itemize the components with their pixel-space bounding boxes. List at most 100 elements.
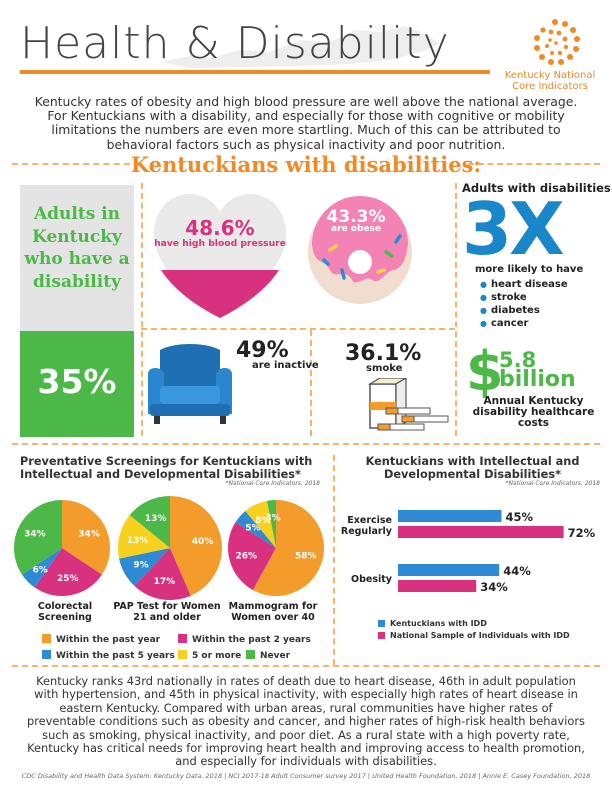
kentucky-map-watermark	[160, 26, 440, 68]
blood-pressure-label: have high blood pressure	[154, 238, 286, 249]
legend-item: Within the past 2 years	[178, 634, 311, 645]
title-underline	[20, 70, 490, 74]
pie-slice-label: 8%	[255, 516, 270, 526]
adults-disabilities-label: Adults with disabilities	[462, 181, 611, 195]
more-likely-label: more likely to have	[475, 264, 584, 275]
section-heading: Kentuckians with disabilities:	[130, 152, 482, 177]
screenings-title: Preventative Screenings for Kentuckians …	[20, 455, 313, 481]
logo-text: Kentucky National Core Indicators	[504, 70, 596, 92]
pie-slice-label: 9%	[133, 560, 148, 570]
screenings-source: *National Core Indicators, 2018	[225, 480, 320, 487]
bar-value-label: 34%	[480, 580, 508, 594]
disability-box	[20, 185, 134, 331]
pie-slice-label: 40%	[192, 537, 214, 547]
disability-pct: 35%	[37, 362, 117, 401]
inactive-pct: 49%	[236, 338, 289, 363]
donut-icon	[308, 196, 412, 304]
pie-slice	[22, 548, 62, 588]
legend-label: Within the past 5 years	[56, 651, 175, 661]
legend-swatch	[378, 620, 385, 627]
pie-slice	[228, 522, 276, 591]
bar	[398, 564, 500, 576]
nci-logo-icon	[534, 19, 580, 65]
pie-slice-label: 5%	[245, 524, 260, 534]
legend-swatch	[178, 634, 187, 643]
list-item: heart disease	[480, 278, 568, 291]
dollar-sign: $	[466, 340, 504, 403]
legend-swatch	[378, 632, 385, 639]
pie-slice	[13, 500, 62, 575]
pie-slice-label: 26%	[235, 552, 257, 562]
footer-sources: CDC Disability and Health Data System: K…	[21, 772, 591, 780]
divider	[310, 330, 312, 436]
disability-box-label: Adults in Kentucky who have a disability	[24, 204, 130, 292]
obesity-label: are obese	[331, 224, 381, 234]
pie-slice	[134, 548, 191, 600]
screenings-pie-charts: 34% 25% 6% 34% 40% 17% 9% 13% 13% 58% 26% 5%8%3%	[13, 496, 324, 600]
pie-slice-label: 25%	[57, 574, 79, 584]
divider	[141, 183, 143, 436]
legend-item: Within the past year	[42, 634, 160, 645]
legend-item: 5 or more	[178, 650, 241, 661]
legend-label: 5 or more	[192, 651, 242, 661]
bar-value-label: 44%	[503, 564, 531, 578]
pie-caption: PAP Test for Women 21 and older	[113, 601, 221, 623]
legend-item: National Sample of Individuals with IDD	[378, 631, 570, 641]
intro-paragraph: Kentucky rates of obesity and high blood…	[34, 94, 578, 152]
legend-swatch	[42, 634, 51, 643]
legend-label: Never	[260, 651, 291, 661]
legend-label: Within the past year	[56, 635, 161, 645]
legend-swatch	[42, 650, 51, 659]
list-item: stroke	[480, 291, 568, 304]
legend-item: Kentuckians with IDD	[378, 619, 487, 629]
idd-title: Kentuckians with Intellectual and Develo…	[365, 455, 580, 481]
divider	[333, 455, 335, 665]
cigarettes-icon	[367, 378, 449, 431]
disability-box-footer	[20, 331, 134, 437]
bar-value-label: 45%	[506, 510, 534, 524]
list-item: diabetes	[480, 304, 568, 317]
pie-slice-label: 34%	[78, 529, 100, 539]
risk-list: heart disease stroke diabetes cancer	[480, 278, 568, 330]
pie-slice-label: 17%	[154, 577, 176, 587]
armchair-icon	[148, 344, 232, 424]
pie-slice	[252, 500, 324, 596]
pie-slice	[267, 500, 276, 548]
bar	[398, 580, 477, 592]
pie-slice	[170, 496, 223, 596]
smoke-pct: 36.1%	[345, 341, 422, 366]
divider	[468, 163, 600, 165]
bar-category-label: Exercise Regularly	[341, 515, 393, 537]
bar	[398, 510, 502, 522]
pie-slice-label: 13%	[145, 514, 167, 524]
pie-slice	[129, 496, 170, 548]
pie-slice	[119, 548, 170, 587]
pie-slice	[118, 515, 170, 559]
bar-category-label: Obesity	[351, 574, 393, 585]
cost-label: Annual Kentucky disability healthcare co…	[472, 395, 595, 429]
divider	[455, 183, 457, 436]
legend-swatch	[178, 650, 187, 659]
pie-slice	[34, 548, 102, 596]
page-title: Health & Disability	[20, 18, 450, 69]
smoke-label: smoke	[366, 363, 403, 374]
inactive-label: are inactive	[252, 360, 319, 371]
divider	[12, 665, 600, 667]
pie-slice	[245, 500, 276, 548]
legend-label: Kentuckians with IDD	[390, 619, 487, 628]
divider	[12, 443, 600, 445]
bar-value-label: 72%	[568, 526, 596, 540]
divider	[12, 163, 140, 165]
bar	[398, 526, 564, 538]
pie-slice-label: 6%	[32, 566, 47, 576]
legend-label: National Sample of Individuals with IDD	[390, 631, 570, 640]
legend-item: Within the past 5 years	[42, 650, 175, 661]
idd-source: *National Core Indicators, 2018	[505, 480, 600, 487]
pie-caption: Mammogram for Women over 40	[228, 601, 318, 623]
blood-pressure-pct: 48.6%	[185, 216, 255, 240]
divider	[141, 328, 455, 330]
pie-slice-label: 58%	[295, 552, 317, 562]
idd-bar-chart: Exercise Regularly 45% 72% Obesity 44% 34%	[341, 510, 596, 594]
pie-slice-label: 3%	[265, 513, 280, 523]
summary-paragraph: Kentucky ranks 43rd nationally in rates …	[26, 674, 585, 769]
